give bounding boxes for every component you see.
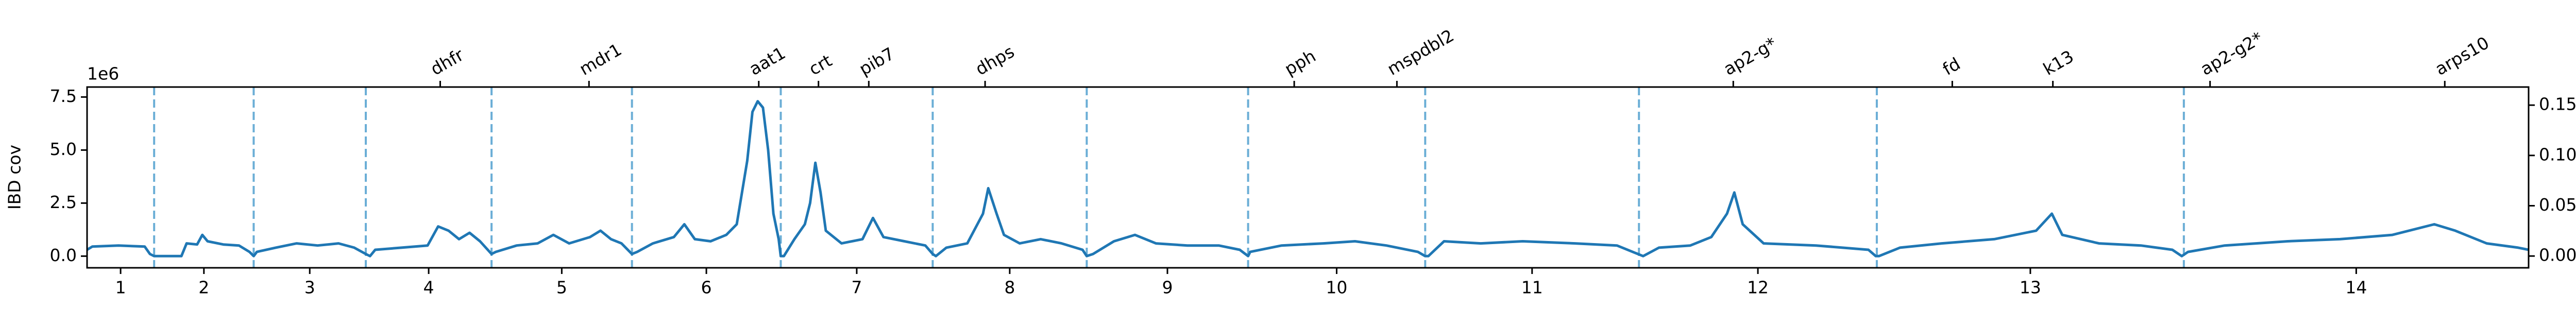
x-tick-label: 12 bbox=[1747, 278, 1769, 298]
y2-tick-label: 0.05 bbox=[2539, 195, 2576, 215]
x-tick-label: 8 bbox=[1004, 278, 1015, 298]
y-tick-label: 0.0 bbox=[50, 245, 77, 265]
x-tick-label: 6 bbox=[701, 278, 712, 298]
x-tick-label: 5 bbox=[556, 278, 567, 298]
x-tick-label: 2 bbox=[198, 278, 209, 298]
y-axis-label: IBD cov bbox=[5, 145, 25, 210]
y-tick-label: 2.5 bbox=[50, 192, 77, 212]
x-tick-label: 4 bbox=[423, 278, 434, 298]
gene-label: pib7 bbox=[856, 43, 898, 79]
gene-label: crt bbox=[805, 50, 835, 79]
gene-label: pph bbox=[1281, 46, 1319, 79]
gene-label: fd bbox=[1939, 54, 1964, 79]
plot-frame bbox=[86, 86, 2530, 269]
x-tick-label: 7 bbox=[851, 278, 862, 298]
gene-label: mspdbl2 bbox=[1384, 25, 1458, 79]
gene-label: aat1 bbox=[745, 43, 789, 79]
x-tick-label: 9 bbox=[1162, 278, 1173, 298]
gene-label: ap2-g* bbox=[1720, 33, 1780, 79]
coverage-line bbox=[86, 100, 2529, 258]
y2-tick-label: 0.00 bbox=[2539, 245, 2576, 265]
gene-label: ap2-g2* bbox=[2197, 28, 2266, 79]
gene-label: k13 bbox=[2040, 46, 2077, 79]
gene-label: dhps bbox=[972, 41, 1018, 79]
y-tick-label: 7.5 bbox=[50, 86, 77, 106]
x-tick-label: 14 bbox=[2345, 278, 2367, 298]
x-tick-label: 1 bbox=[115, 278, 126, 298]
gene-label: dhfr bbox=[427, 44, 467, 79]
gene-label: arps10 bbox=[2432, 32, 2493, 79]
x-tick-label: 11 bbox=[1521, 278, 1543, 298]
y2-tick-label: 0.10 bbox=[2539, 144, 2576, 164]
y-tick-label: 5.0 bbox=[50, 139, 77, 159]
gene-label: mdr1 bbox=[576, 39, 625, 79]
y2-tick-label: 0.15 bbox=[2539, 94, 2576, 114]
x-tick-label: 13 bbox=[2020, 278, 2041, 298]
y-offset-label: 1e6 bbox=[87, 64, 119, 84]
x-tick-label: 3 bbox=[304, 278, 315, 298]
x-tick-label: 10 bbox=[1326, 278, 1347, 298]
